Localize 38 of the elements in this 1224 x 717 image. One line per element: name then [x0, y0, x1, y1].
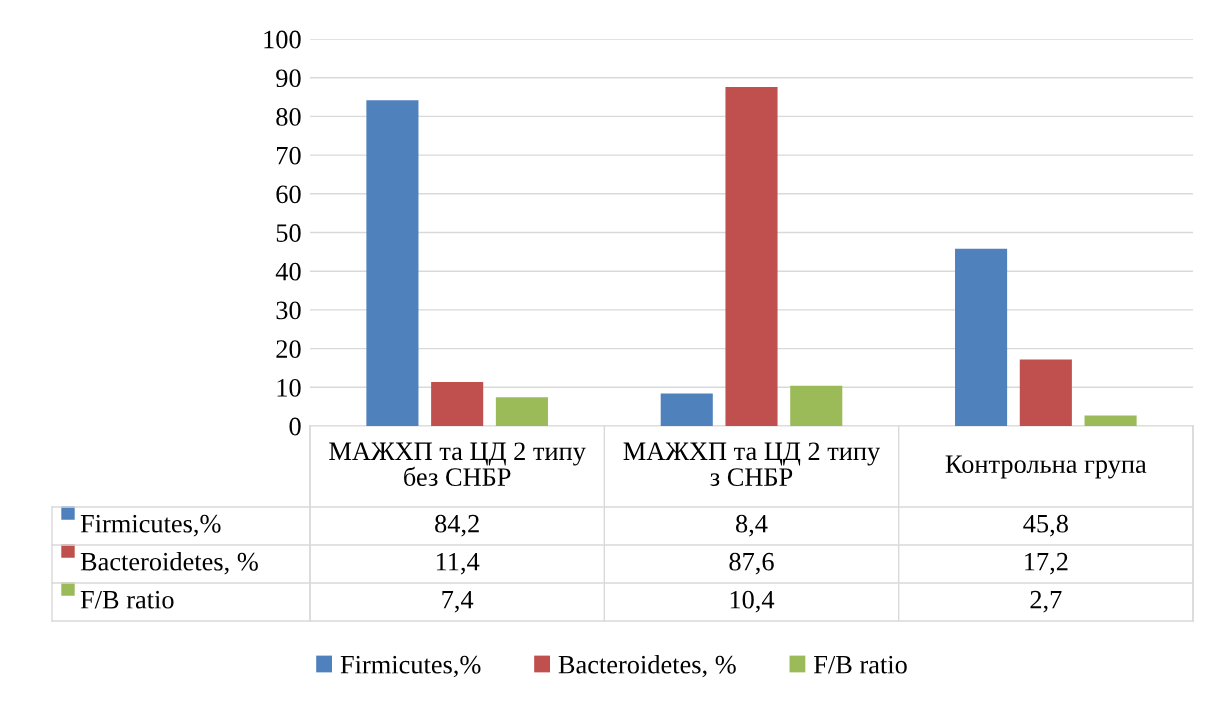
data-label: 7,4 — [442, 590, 474, 613]
y-tick-label: 80 — [276, 108, 301, 126]
x-tick-label: МАЖХП та ЦД 2 типу без СНБР — [329, 442, 586, 486]
bar — [366, 100, 419, 426]
bar — [725, 86, 778, 426]
y-tick-label: 90 — [276, 69, 301, 88]
bar — [1084, 415, 1137, 426]
data-label: 45,8 — [1023, 514, 1068, 537]
bar — [660, 393, 713, 426]
legend-label: Firmicutes,% — [80, 514, 221, 537]
text: F/B ratio — [80, 590, 174, 609]
bar — [955, 248, 1008, 426]
y-tick-label: 10 — [277, 378, 301, 397]
data-label: 84,2 — [435, 514, 479, 537]
legend-label: F/B ratio — [814, 655, 907, 674]
y-tick-label: 30 — [276, 301, 301, 320]
y-tick-label: 0 — [289, 417, 301, 436]
y-tick-label: 70 — [277, 146, 301, 165]
x-tick-label: Контрольна група — [945, 455, 1147, 479]
y-tick-label: 50 — [276, 224, 301, 242]
y-tick-label: 60 — [276, 185, 301, 204]
bar — [1019, 359, 1072, 426]
data-label: 17,2 — [1025, 552, 1068, 575]
bar — [495, 397, 548, 426]
y-tick-label: 100 — [264, 30, 301, 49]
data-label: 11,4 — [436, 552, 480, 575]
bar — [431, 381, 484, 426]
text: Bacteroidetes, % — [558, 654, 736, 678]
data-label: 2,7 — [1030, 590, 1062, 613]
data-label: 87,6 — [729, 552, 774, 575]
data-label: 10,4 — [730, 590, 775, 613]
y-tick-label: 20 — [276, 340, 301, 359]
bar — [790, 385, 843, 426]
y-tick-label: 40 — [275, 262, 301, 281]
x-tick-label: МАЖХП та ЦД 2 типу з СНБР — [623, 442, 881, 486]
text: Firmicutes,% — [340, 655, 481, 678]
legend-label: Bacteroidetes, % — [80, 552, 258, 575]
data-label: 8,4 — [736, 514, 768, 537]
